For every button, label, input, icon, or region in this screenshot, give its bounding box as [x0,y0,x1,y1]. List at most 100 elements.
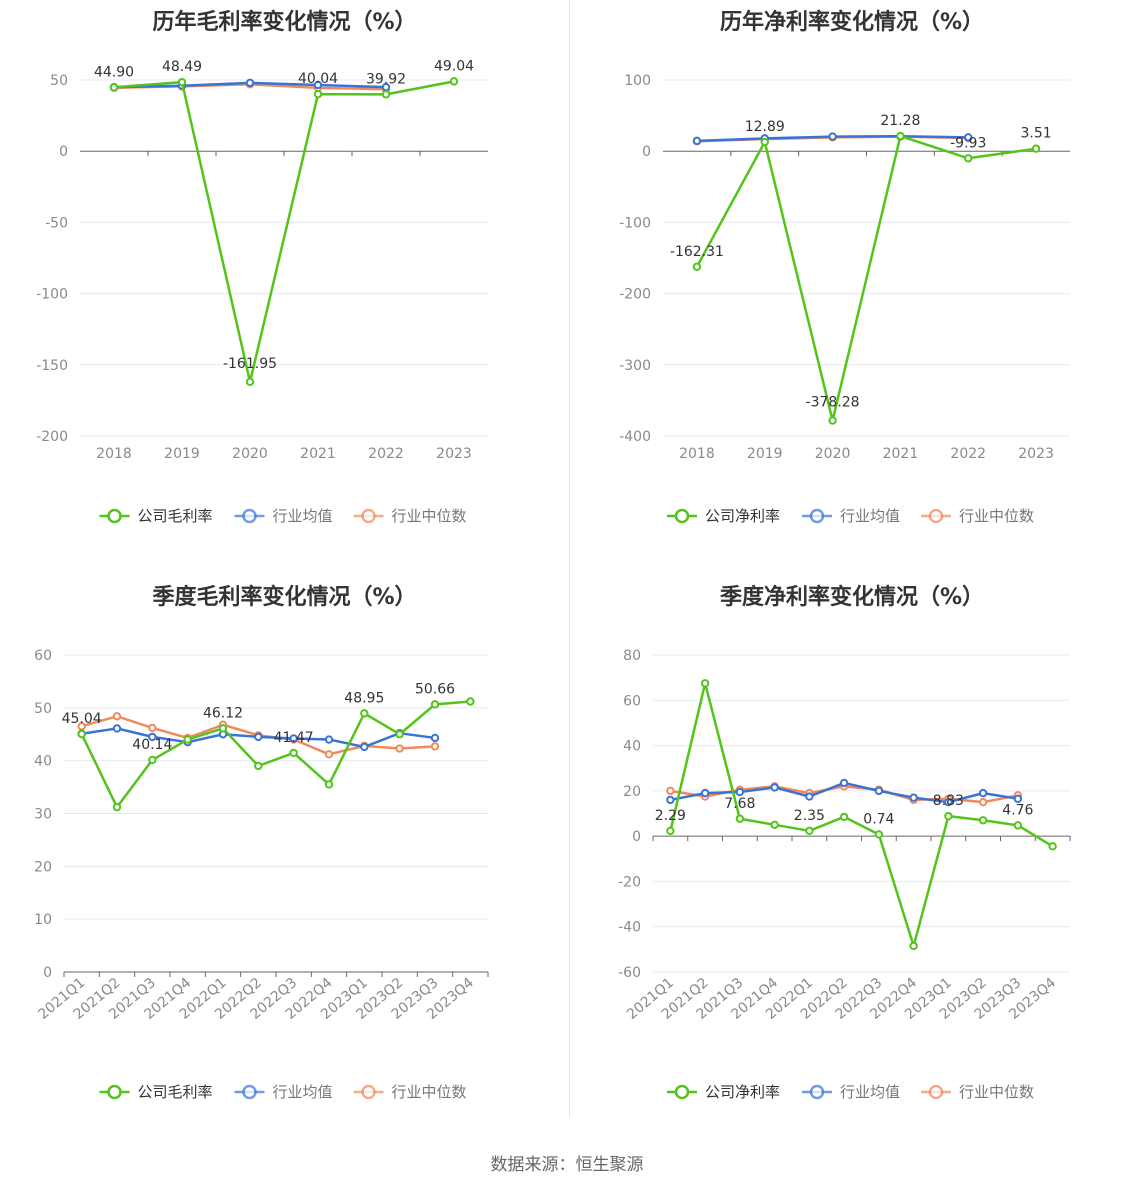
data-label: -161.95 [223,356,277,372]
legend-item: 行业均值 [234,507,333,525]
data-point [978,788,988,798]
y-tick-label: 0 [43,965,52,981]
data-label: 12.89 [745,119,785,135]
data-label: 40.14 [132,737,172,753]
data-point [112,802,122,812]
data-label: 21.28 [880,113,920,129]
data-point [828,416,837,425]
quarterly-net-margin-panel: 季度净利率变化情况（%） 80 60 40 20 0 -20 -40 -60 2021Q1 202… [570,575,1134,1120]
legend-swatch-marker [674,1084,690,1100]
legend-label: 行业中位数 [392,507,467,525]
data-point [700,788,710,798]
data-point [874,830,884,839]
data-label: 44.90 [94,64,134,80]
data-point [805,792,814,801]
y-tick-label: 0 [59,144,68,160]
data-point [828,132,837,141]
legend-item: 行业中位数 [353,507,467,525]
data-point [964,154,973,163]
series-line [113,80,455,384]
y-tick-label: 80 [623,648,641,664]
x-tick-label: 2022 [950,446,986,462]
series-line [80,700,471,809]
data-point [1031,144,1041,153]
data-point [839,778,849,788]
x-tick-label: 2020 [232,446,268,462]
data-point [245,377,255,387]
data-point [735,787,745,797]
data-point [254,761,263,771]
data-point [978,816,988,825]
legend-label: 行业中位数 [959,507,1034,525]
x-tick-label: 2023 [1018,446,1054,462]
data-point [112,724,122,733]
legend-label: 行业均值 [273,1083,333,1101]
quarterly-gross-margin-chart: 60504030201002021Q12021Q22021Q32021Q4202… [34,648,489,1101]
data-source-note: 数据来源：恒生聚源 [490,1155,644,1175]
y-tick-label: 50 [50,73,68,89]
data-label: 2.29 [655,808,686,824]
y-tick-label: 10 [34,912,52,928]
data-label: -162.31 [670,244,724,260]
grid-lines [663,79,1070,437]
legend-swatch-marker [242,508,257,524]
legend-item: 公司净利率 [667,507,780,525]
data-label: -9.93 [950,135,986,151]
data-label: 4.76 [1002,802,1033,818]
series-line [695,134,1037,422]
data-label: 45.04 [62,711,102,727]
data-point [112,712,122,721]
data-point [430,733,440,743]
y-tick-label: 100 [624,73,651,89]
chart-title: 历年净利率变化情况（%） [719,10,985,35]
data-point [360,709,369,718]
data-point [692,136,702,146]
data-label: 46.12 [203,705,243,721]
data-point [148,755,157,765]
data-label: -378.28 [806,395,860,411]
legend-item: 行业中位数 [921,1083,1034,1101]
chart-title: 季度净利率变化情况（%） [719,585,985,610]
data-point [289,734,298,743]
data-point [324,780,334,789]
legend-swatch-marker [361,1084,376,1100]
legend-swatch-marker [107,1084,122,1100]
data-label: 3.51 [1020,126,1051,142]
legend-item: 行业中位数 [353,1083,467,1101]
data-label: 7.68 [724,796,755,812]
data-point [254,732,263,742]
legend-label: 公司毛利率 [138,1083,213,1101]
quarterly-gross-margin-panel: 季度毛利率变化情况（%） 60 50 40 30 20 10 0 2021Q1 2021Q2 20… [0,575,569,1120]
data-point [692,262,702,271]
y-tick-label: 40 [623,739,641,755]
data-label: 49.04 [434,58,474,74]
data-point [245,78,255,88]
data-point [700,679,710,688]
legend-item: 行业均值 [234,1083,333,1101]
legend-item: 行业均值 [802,1083,900,1101]
legend-item: 公司毛利率 [99,1083,213,1101]
data-point [839,812,849,822]
legend-swatch-marker [928,508,944,524]
legend-item: 公司净利率 [667,1083,780,1101]
data-label: 41.47 [274,730,314,746]
legend-swatch-marker [674,508,690,524]
data-point [666,795,675,805]
x-tick-label: 2020 [815,446,851,462]
data-point [770,783,779,792]
series-company [692,131,1041,425]
data-point [944,797,953,807]
grid-lines [80,79,488,437]
y-tick-label: 0 [632,829,641,845]
data-point [289,748,298,758]
x-tick-label: 2021 [883,446,919,462]
y-tick-label: -300 [619,358,651,374]
chart-title: 历年毛利率变化情况（%） [152,10,417,35]
data-point [666,826,675,836]
legend-item: 行业均值 [802,507,900,525]
data-label: 2.35 [794,808,825,824]
data-point [944,811,953,821]
data-point [909,793,918,802]
x-tick-label: 2018 [679,446,715,462]
y-tick-label: -200 [36,429,68,445]
